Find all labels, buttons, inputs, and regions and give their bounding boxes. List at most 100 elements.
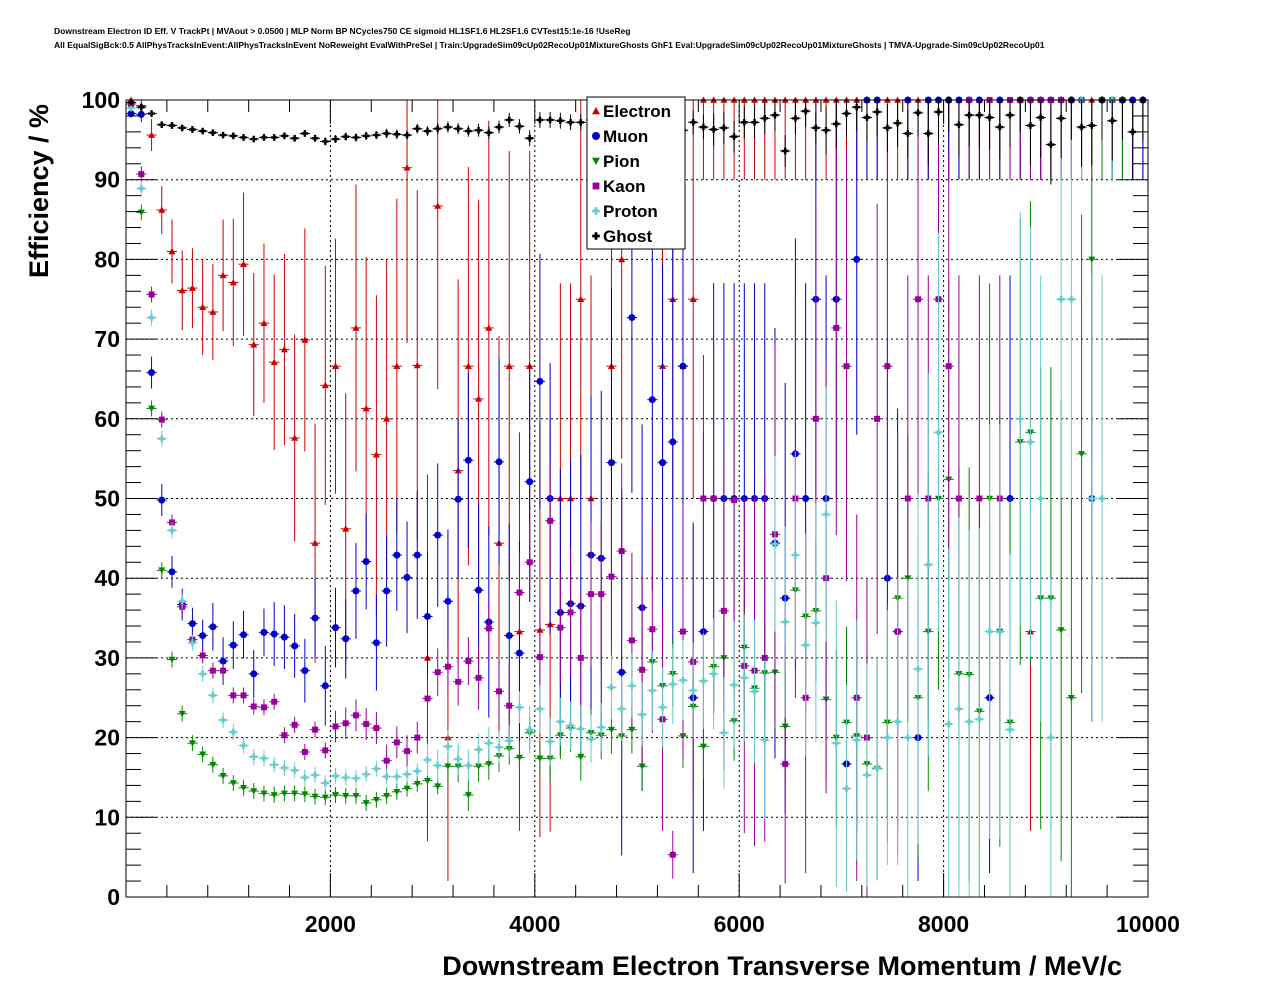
pion-point (401, 780, 413, 797)
electron-marker (178, 286, 186, 294)
ghost-marker (311, 134, 319, 142)
proton-marker (260, 754, 268, 762)
proton-point (217, 712, 229, 729)
proton-point (228, 724, 239, 740)
proton-point (565, 701, 576, 750)
muon-marker (536, 377, 544, 385)
electron-point (320, 265, 331, 505)
muon-point (258, 608, 270, 657)
muon-point (340, 598, 351, 679)
muon-marker (229, 641, 237, 649)
electron-point (269, 274, 280, 450)
ghost-marker (751, 118, 758, 126)
ghost-point (790, 102, 801, 135)
y-tick-label: 10 (94, 804, 120, 830)
muon-marker (423, 612, 431, 620)
kaon-marker (158, 416, 165, 423)
pion-marker (270, 792, 278, 799)
y-tick-label: 90 (94, 167, 120, 193)
kaon-point (269, 693, 280, 710)
proton-point (1066, 100, 1077, 499)
muon-point (320, 645, 331, 726)
proton-point (718, 677, 729, 789)
pion-marker (260, 790, 268, 797)
pion-point (330, 787, 341, 803)
legend-electron-label: Electron (603, 102, 671, 121)
muon-marker (301, 667, 309, 675)
kaon-marker (955, 495, 962, 502)
proton-point (800, 533, 811, 757)
ghost-marker (434, 125, 442, 133)
kaon-point (882, 151, 893, 582)
electron-point (330, 238, 341, 494)
electron-point (575, 100, 586, 499)
kaon-marker (220, 667, 227, 674)
kaon-marker (577, 654, 584, 661)
muon-marker (383, 587, 391, 595)
electron-marker (362, 404, 370, 412)
muon-marker (372, 639, 380, 647)
ghost-point (851, 100, 862, 132)
kaon-point (493, 659, 505, 724)
ghost-point (177, 124, 188, 132)
ghost-marker (424, 127, 431, 135)
proton-marker (955, 705, 963, 713)
proton-marker (393, 773, 401, 780)
electron-point (238, 192, 249, 336)
proton-marker (281, 764, 288, 772)
muon-point (197, 619, 208, 652)
muon-point (299, 638, 310, 703)
pion-point (534, 742, 546, 775)
pion-marker (485, 761, 493, 768)
electron-point (279, 253, 290, 446)
muon-point (279, 605, 290, 670)
muon-marker (628, 314, 636, 322)
kaon-marker (138, 171, 145, 178)
ghost-marker (250, 135, 258, 143)
ghost-point (688, 110, 699, 135)
muon-point (350, 543, 362, 639)
pion-marker (332, 792, 340, 799)
pion-marker (301, 791, 309, 798)
pion-marker (607, 726, 615, 734)
ghost-point (330, 135, 341, 144)
ghost-point (861, 100, 873, 142)
kaon-point (217, 662, 229, 679)
kaon-marker (312, 726, 319, 733)
ghost-marker (771, 111, 779, 119)
ghost-point (146, 110, 157, 117)
muon-marker (311, 614, 319, 622)
y-tick-label: 80 (94, 246, 120, 272)
pion-point (156, 562, 167, 579)
proton-point (269, 756, 280, 773)
ghost-point (126, 99, 137, 106)
ghost-point (555, 112, 566, 129)
ghost-marker (863, 114, 871, 121)
proton-marker (638, 711, 646, 718)
kaon-marker (536, 654, 543, 661)
pion-point (514, 741, 525, 774)
ghost-marker (373, 131, 380, 139)
pion-point (217, 767, 229, 784)
pion-marker (1078, 451, 1086, 458)
ghost-marker (802, 107, 809, 115)
proton-point (146, 309, 157, 326)
proton-marker (914, 665, 922, 673)
proton-marker (557, 718, 564, 725)
kaon-marker (485, 625, 492, 632)
kaon-point (279, 727, 290, 744)
ghost-point (1035, 100, 1046, 158)
ghost-point (994, 100, 1005, 159)
kaon-point (309, 721, 321, 738)
proton-marker (444, 743, 452, 750)
ghost-point (269, 134, 280, 141)
kaon-marker (628, 637, 635, 644)
muon-point (851, 100, 862, 435)
kaon-marker (434, 669, 441, 676)
kaon-marker (250, 703, 257, 710)
y-tick-label: 20 (94, 725, 120, 751)
muon-marker (240, 631, 248, 639)
kaon-point (606, 496, 617, 657)
muon-marker (413, 551, 421, 559)
kaon-marker (720, 607, 727, 614)
